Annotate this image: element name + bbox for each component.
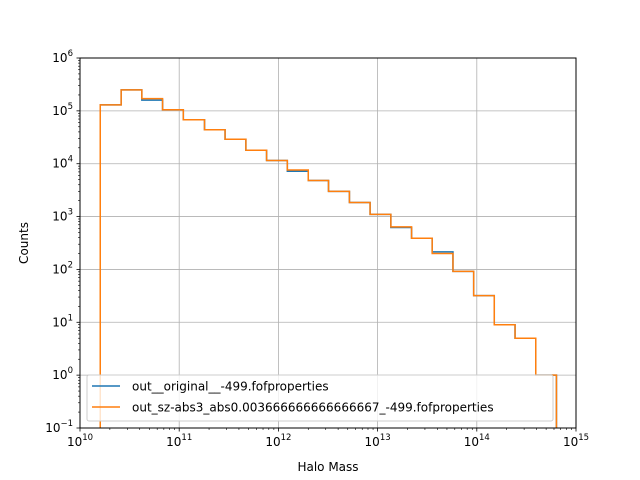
y-tick-label: 105 (52, 102, 73, 118)
y-tick-label: 101 (52, 313, 73, 329)
histogram-series-2 (99, 89, 558, 428)
x-tick-label: 1015 (563, 433, 589, 449)
legend-box (86, 374, 554, 422)
y-tick-label: 103 (52, 208, 73, 224)
x-tick-label: 1012 (265, 433, 291, 449)
x-tick-label: 1010 (67, 433, 93, 449)
y-tick-label: 100 (52, 366, 73, 382)
x-tick-label: 1013 (365, 433, 391, 449)
legend: out__original__-499.fofproperties out_sz-… (86, 374, 554, 422)
legend-entry-label: out__original__-499.fofproperties (132, 380, 329, 394)
x-tick-label: 1011 (166, 433, 192, 449)
axes-frame (79, 57, 577, 429)
plot-series (99, 89, 558, 428)
y-tick-label: 104 (52, 155, 73, 171)
x-axis-ticks: 1010 1011 1012 1013 1014 1015 (67, 428, 589, 449)
y-axis-ticks: 10−1 100 101 102 103 104 105 106 (45, 49, 80, 435)
y-tick-label: 10−1 (45, 419, 73, 435)
grid-lines (80, 58, 576, 428)
x-axis-label: Halo Mass (297, 460, 358, 474)
x-tick-label: 1014 (464, 433, 490, 449)
legend-entry-label: out_sz-abs3_abs0.003666666666666667_-499… (132, 401, 494, 415)
y-tick-label: 106 (52, 49, 73, 65)
y-axis-label: Counts (17, 222, 31, 264)
y-tick-label: 102 (52, 260, 73, 276)
